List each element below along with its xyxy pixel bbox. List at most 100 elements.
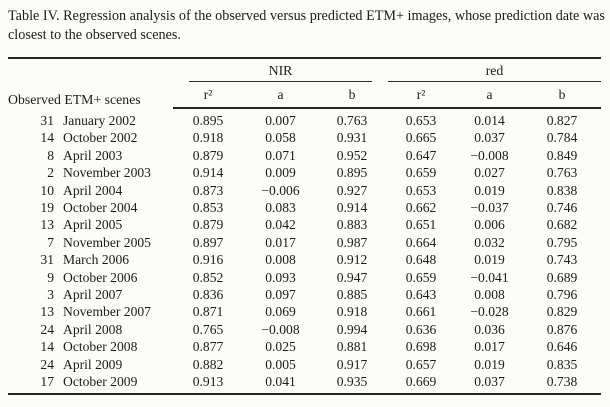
red-group-header: red xyxy=(386,58,602,82)
value-cell: 0.008 xyxy=(474,287,505,303)
group-header-row: Observed ETM+ scenes NIR red xyxy=(8,58,602,107)
value-cell: 0.041 xyxy=(265,374,296,390)
scene-cell: 3 April 2007 xyxy=(8,286,173,303)
value-cell: 0.763 xyxy=(546,165,578,181)
value-cell: 0.952 xyxy=(336,147,368,163)
value-cell: 0.987 xyxy=(336,234,368,250)
value-cell: 0.873 xyxy=(192,182,224,198)
value-cell: −0.006 xyxy=(261,182,300,198)
value-cell: 0.795 xyxy=(546,234,578,250)
scene-date: November 2005 xyxy=(63,234,151,250)
table-row: 9 October 2006 0.852 0.093 0.947 0.659 −0.041 0… xyxy=(8,269,601,286)
scene-cell: 31 March 2006 xyxy=(8,251,173,268)
table-row: 24 April 2008 0.765 −0.008 0.994 0.636 0.036 0.… xyxy=(8,321,601,338)
scene-date: March 2006 xyxy=(63,252,130,268)
scene-day: 3 xyxy=(47,287,54,303)
value-cell: 0.007 xyxy=(265,113,296,128)
table-row: 24 April 2009 0.882 0.005 0.917 0.657 0.019 0.8… xyxy=(8,356,601,373)
table-caption: Table IV. Regression analysis of the obs… xyxy=(8,8,605,43)
scene-cell: 14 October 2002 xyxy=(8,129,173,146)
scene-cell: 2 November 2003 xyxy=(8,164,173,181)
value-cell: 0.032 xyxy=(474,234,505,250)
value-cell: 0.661 xyxy=(405,304,437,320)
red-r2-header: r² xyxy=(386,82,456,109)
value-cell: 0.657 xyxy=(405,356,437,372)
sub-header-row: r² a b r² a b xyxy=(8,82,602,109)
scene-date: April 2004 xyxy=(63,182,123,198)
scene-date: April 2008 xyxy=(63,321,123,337)
value-cell: 0.738 xyxy=(546,374,578,390)
value-cell: 0.897 xyxy=(192,234,224,250)
table-row: 31 January 2002 0.895 0.007 0.763 0.653 0.014 0… xyxy=(8,108,601,129)
value-cell: 0.069 xyxy=(265,304,296,320)
value-cell: 0.037 xyxy=(474,130,505,146)
scene-date: October 2004 xyxy=(63,200,138,216)
scene-cell: 13 April 2005 xyxy=(8,216,173,233)
value-cell: 0.853 xyxy=(192,200,224,216)
value-cell: −0.008 xyxy=(261,321,300,337)
scene-date: January 2002 xyxy=(63,112,136,128)
value-cell: 0.653 xyxy=(405,113,437,128)
value-cell: −0.008 xyxy=(470,147,509,163)
value-cell: 0.784 xyxy=(546,130,578,146)
value-cell: 0.796 xyxy=(546,287,578,303)
scene-date: October 2009 xyxy=(63,374,138,390)
scene-cell: 9 October 2006 xyxy=(8,269,173,286)
value-cell: 0.836 xyxy=(192,287,224,303)
value-cell: 0.659 xyxy=(405,269,437,285)
value-cell: 0.917 xyxy=(336,356,368,372)
scene-date: April 2005 xyxy=(63,217,123,233)
value-cell: 0.918 xyxy=(192,130,224,146)
scene-date: April 2007 xyxy=(63,287,123,303)
table-row: 17 October 2009 0.913 0.041 0.935 0.669 0.037 0… xyxy=(8,373,601,393)
table-header: Observed ETM+ scenes NIR red r² a b r² a… xyxy=(8,58,602,109)
nir-a-header: a xyxy=(243,82,318,109)
scene-day: 9 xyxy=(47,269,54,285)
value-cell: 0.009 xyxy=(265,165,296,181)
table-row: 13 April 2005 0.879 0.042 0.883 0.651 0.006 0.6… xyxy=(8,216,601,233)
value-cell: 0.994 xyxy=(336,321,368,337)
value-cell: 0.879 xyxy=(192,217,224,233)
value-cell: 0.765 xyxy=(192,321,224,337)
value-cell: 0.881 xyxy=(336,339,368,355)
value-cell: 0.927 xyxy=(336,182,368,198)
table-row: 10 April 2004 0.873 −0.006 0.927 0.653 0.019 0.… xyxy=(8,182,601,199)
value-cell: 0.838 xyxy=(546,182,578,198)
value-cell: 0.651 xyxy=(405,217,437,233)
value-cell: 0.682 xyxy=(546,217,578,233)
value-cell: 0.662 xyxy=(405,200,437,216)
scene-cell: 24 April 2008 xyxy=(8,321,173,338)
red-a-header: a xyxy=(456,82,523,109)
value-cell: 0.037 xyxy=(474,374,505,390)
value-cell: 0.019 xyxy=(474,182,505,198)
table-row: 14 October 2008 0.877 0.025 0.881 0.698 0.017 0… xyxy=(8,338,601,355)
value-cell: 0.646 xyxy=(546,339,578,355)
scene-day: 7 xyxy=(47,234,54,250)
value-cell: 0.882 xyxy=(192,356,224,372)
regression-table: Observed ETM+ scenes NIR red r² a b r² a… xyxy=(8,57,602,395)
value-cell: 0.647 xyxy=(405,147,437,163)
scene-day: 8 xyxy=(47,147,54,163)
red-b-header: b xyxy=(523,82,602,109)
value-cell: 0.643 xyxy=(405,287,437,303)
scene-cell: 7 November 2005 xyxy=(8,234,173,251)
scene-day: 31 xyxy=(40,112,54,128)
scene-cell: 10 April 2004 xyxy=(8,182,173,199)
value-cell: 0.669 xyxy=(405,374,437,390)
value-cell: 0.877 xyxy=(192,339,224,355)
scene-day: 13 xyxy=(40,217,54,233)
scene-day: 14 xyxy=(40,339,54,355)
value-cell: 0.935 xyxy=(336,374,368,390)
scene-day: 24 xyxy=(40,321,54,337)
value-cell: 0.914 xyxy=(192,165,224,181)
value-cell: 0.883 xyxy=(336,217,368,233)
value-cell: 0.097 xyxy=(265,287,296,303)
value-cell: 0.017 xyxy=(474,339,505,355)
value-cell: 0.885 xyxy=(336,287,368,303)
nir-b-header: b xyxy=(318,82,386,109)
scene-date: October 2008 xyxy=(63,339,138,355)
nir-r2-header: r² xyxy=(173,82,243,109)
red-group-label: red xyxy=(388,63,602,82)
table-row: 8 April 2003 0.879 0.071 0.952 0.647 −0.008 0.8… xyxy=(8,147,601,164)
value-cell: 0.835 xyxy=(546,356,578,372)
